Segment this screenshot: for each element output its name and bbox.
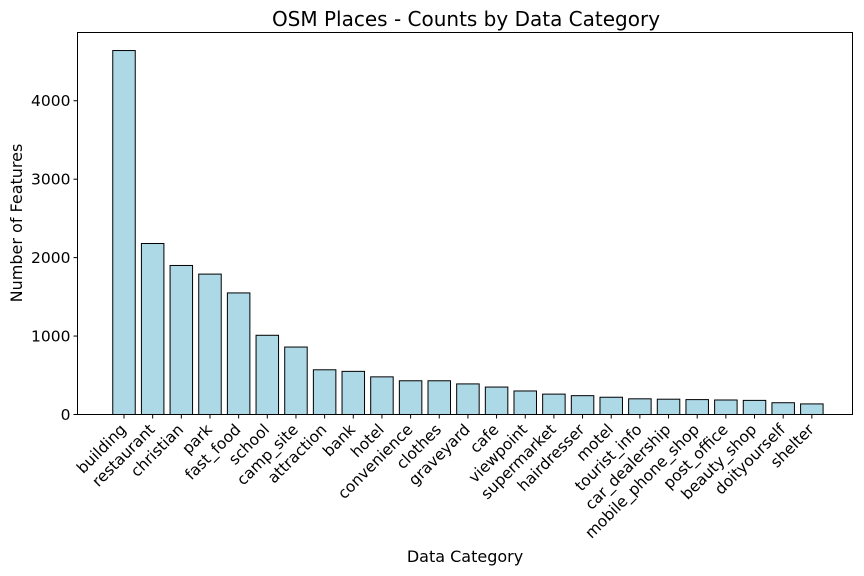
y-tick-label: 2000 [31,249,70,267]
y-axis-label: Number of Features [7,144,26,303]
bar-motel [599,396,623,415]
bar-tourist_info [628,398,652,415]
bar-fast_food [226,292,251,416]
y-tick-label: 4000 [31,92,70,110]
y-tick-label: 0 [61,406,71,424]
bar-shelter [800,403,824,416]
y-tick-label: 1000 [31,328,70,346]
bar-park [198,273,222,415]
bar-supermarket [542,393,566,415]
y-axis: 0 1000 2000 3000 4000 [31,92,78,424]
bar-beauty_shop [742,399,767,416]
bars-group [112,50,824,416]
x-axis-label: Data Category [407,547,523,566]
bar-clothes [427,380,452,415]
bar-school [255,334,280,415]
bar-restaurant [140,243,165,415]
bar-hairdresser [570,395,595,416]
bar-car_dealership [656,398,681,416]
bar-mobile_phone_shop [685,399,709,416]
x-axis: buildingrestaurantchristianparkfast_food… [73,414,818,543]
bar-building [112,50,136,415]
bar-viewpoint [513,390,537,416]
bar-hotel [370,376,394,416]
y-tick-label: 3000 [31,171,70,189]
bar-graveyard [456,383,480,416]
chart-title: OSM Places - Counts by Data Category [272,7,660,31]
bar-attraction [312,369,337,416]
plot-frame [77,32,853,415]
bar-bank [341,370,366,415]
bar-cafe [484,386,509,415]
bar-convenience [398,380,423,415]
bar-christian [169,264,194,415]
bar-doityourself [771,402,795,416]
bar-camp_site [284,346,308,416]
bar-post_office [714,399,738,415]
